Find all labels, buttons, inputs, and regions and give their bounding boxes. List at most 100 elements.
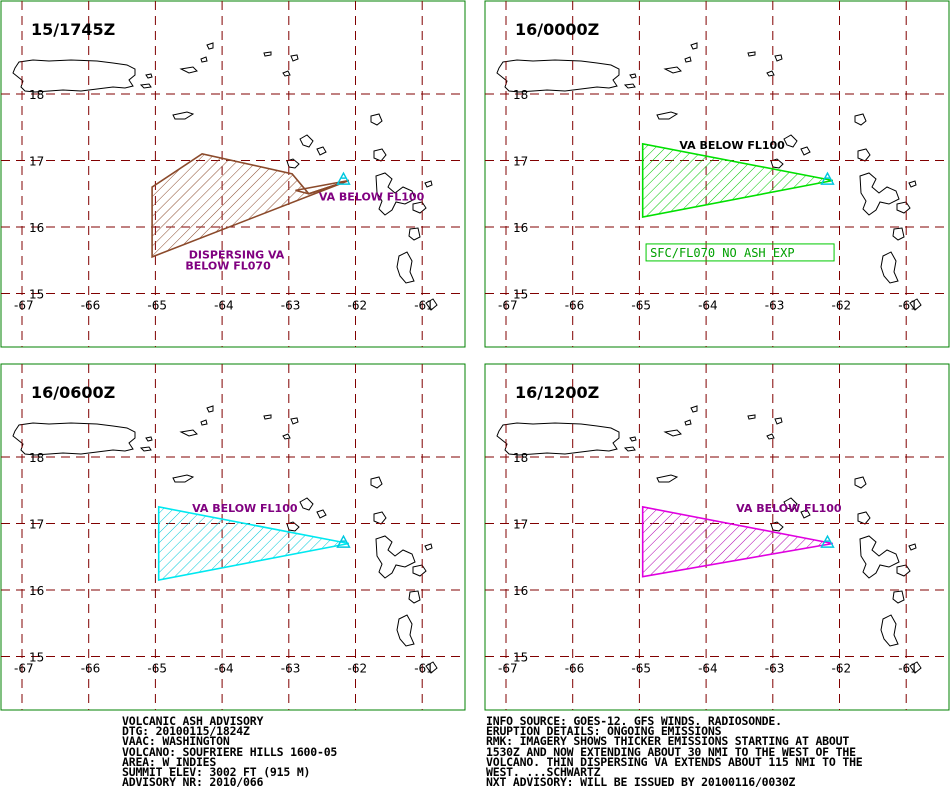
anguilla-outline [263, 51, 272, 57]
longitude-label: -62 [348, 299, 368, 313]
latitude-label: 18 [29, 451, 44, 465]
latitude-label: 15 [513, 651, 528, 665]
longitude-label: -65 [147, 662, 167, 676]
les-saintes-outline [908, 543, 917, 551]
map-panel: 18 17 16 15-67 -66 -65 -64 -63 -62 -61 15/1745Z VA … [0, 0, 466, 348]
les-saintes-outline [908, 180, 917, 188]
latitude-label: 18 [513, 451, 528, 465]
forecast-time-label: 15/1745Z [31, 20, 115, 39]
longitude-label: -66 [565, 662, 585, 676]
anguilla-outline [263, 414, 272, 420]
longitude-label: -61 [898, 662, 918, 676]
advisory-header-text: VOLCANIC ASH ADVISORY DTG: 20100115/1824Z… [122, 714, 462, 790]
ash-cloud-polygon [157, 505, 349, 581]
antigua-outline [370, 476, 383, 489]
st-lucia-outline [909, 661, 922, 674]
longitude-label: -66 [81, 662, 101, 676]
st-croix-outline [172, 111, 195, 120]
advisory-line: VOLCANIC ASH ADVISORY [122, 714, 264, 728]
volcano-marker-icon [820, 171, 835, 185]
st-martin-outline [766, 70, 775, 77]
antigua-east-outline [857, 511, 871, 525]
nevis-outline [800, 146, 811, 156]
ash-cloud-polygon [295, 179, 350, 195]
st-lucia-outline [909, 298, 922, 311]
culebra-outline [145, 436, 153, 442]
puerto-rico-outline [12, 59, 136, 93]
advisory-line: INFO SOURCE: GOES-12. GFS WINDS. RADIOSO… [486, 714, 782, 728]
puerto-rico-outline [496, 422, 620, 456]
volcano-marker-icon [336, 171, 351, 185]
antigua-east-outline [373, 511, 387, 525]
ash-cloud-label: VA BELOW FL100 [679, 139, 785, 152]
les-saintes-outline [424, 180, 433, 188]
longitude-label: -61 [414, 299, 434, 313]
puerto-rico-outline [496, 59, 620, 93]
latitude-label: 17 [513, 155, 528, 169]
barbuda-outline [290, 417, 299, 425]
advisory-line: ADVISORY NR: 2010/066 [122, 775, 264, 790]
forecast-time-label: 16/1200Z [515, 383, 599, 402]
longitude-label: -67 [498, 299, 518, 313]
st-kitts-outline [783, 497, 798, 511]
longitude-label: -65 [631, 662, 651, 676]
longitude-label: -63 [765, 662, 785, 676]
anguilla-outline [747, 414, 756, 420]
longitude-label: -63 [765, 299, 785, 313]
ash-cloud-label: VA BELOW FL100 [319, 190, 425, 203]
nevis-outline [316, 509, 327, 519]
les-saintes-outline [424, 543, 433, 551]
forecast-time-label: 16/0600Z [31, 383, 115, 402]
no-ash-box [645, 243, 835, 262]
st-lucia-outline [425, 661, 438, 674]
longitude-label: -64 [214, 662, 234, 676]
st-kitts-outline [783, 134, 798, 148]
antigua-east-outline [857, 148, 871, 162]
longitude-label: -65 [631, 299, 651, 313]
st-croix-outline [172, 474, 195, 483]
advisory-line: WEST. ...SCHWARTZ [486, 765, 601, 780]
vieques-outline [623, 446, 636, 452]
latitude-label: 16 [29, 221, 44, 235]
st-croix-outline [656, 474, 679, 483]
advisory-line: SUMMIT ELEV: 3002 FT (915 M) [122, 765, 311, 780]
longitude-label: -64 [214, 299, 234, 313]
dominica-outline [892, 590, 905, 604]
advisory-line: VOLCANO: SOUFRIERE HILLS 1600-05 [122, 744, 338, 759]
antigua-east-outline [373, 148, 387, 162]
nevis-outline [800, 509, 811, 519]
anguilla-outline [747, 51, 756, 57]
virgin-islands-outline [179, 405, 214, 437]
no-ash-label: SFC/FL070 NO ASH EXP [650, 246, 795, 260]
martinique-outline [880, 251, 899, 284]
st-kitts-outline [299, 497, 314, 511]
virgin-islands-outline [179, 42, 214, 74]
longitude-label: -64 [698, 662, 718, 676]
vieques-outline [139, 446, 152, 452]
puerto-rico-outline [12, 422, 136, 456]
advisory-line: ERUPTION DETAILS: ONGOING EMISSIONS [486, 724, 722, 739]
guadeloupe-outline [375, 172, 416, 216]
martinique-outline [396, 614, 415, 647]
map-panel: 18 17 16 15-67 -66 -65 -64 -63 -62 -61 16/1200Z VA … [484, 363, 950, 711]
st-martin-outline [282, 433, 291, 440]
virgin-islands-outline [663, 405, 698, 437]
latitude-label: 15 [29, 288, 44, 302]
longitude-label: -63 [281, 662, 301, 676]
vieques-outline [623, 83, 636, 89]
longitude-label: -62 [832, 662, 852, 676]
st-martin-outline [282, 70, 291, 77]
ash-cloud-label: BELOW FL070 [185, 260, 271, 273]
advisory-line: NXT ADVISORY: WILL BE ISSUED BY 20100116… [486, 775, 796, 790]
vieques-outline [139, 83, 152, 89]
advisory-line: DTG: 20100115/1824Z [122, 724, 250, 739]
dominica-outline [892, 227, 905, 241]
marie-galante-outline [412, 564, 427, 577]
st-lucia-outline [425, 298, 438, 311]
marie-galante-outline [896, 564, 911, 577]
ash-cloud-label: DISPERSING VA [189, 248, 285, 261]
guadeloupe-outline [375, 535, 416, 579]
st-kitts-outline [299, 134, 314, 148]
latitude-label: 16 [29, 584, 44, 598]
st-martin-outline [766, 433, 775, 440]
